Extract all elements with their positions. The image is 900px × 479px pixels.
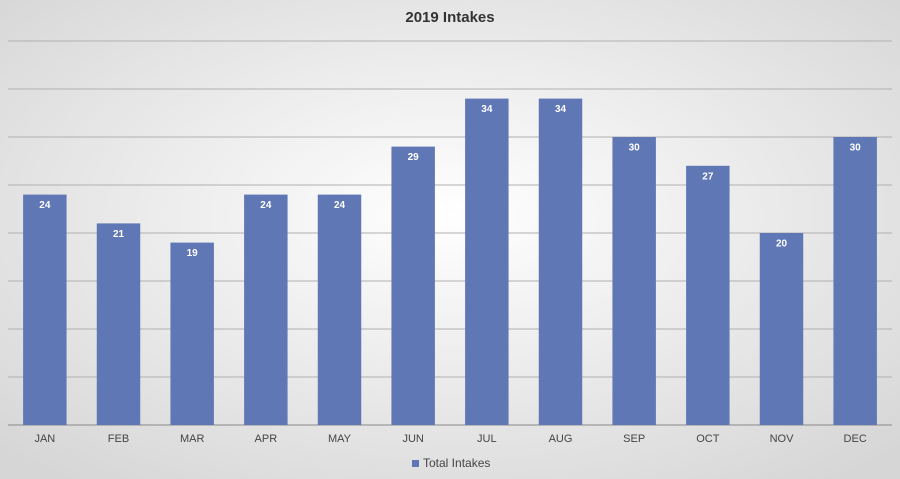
x-tick-label: NOV (770, 433, 795, 445)
data-label: 30 (850, 143, 862, 154)
x-tick-label: OCT (696, 433, 720, 445)
data-label: 30 (629, 143, 641, 154)
data-label: 21 (113, 229, 125, 240)
data-label: 19 (187, 248, 199, 259)
data-label: 34 (481, 104, 493, 115)
bar (96, 223, 141, 425)
bar (170, 242, 214, 425)
data-label: 27 (702, 171, 714, 182)
data-label: 24 (260, 200, 272, 211)
legend-swatch (412, 460, 419, 467)
data-label: 34 (555, 104, 567, 115)
x-tick-label: FEB (108, 433, 129, 445)
bar (465, 98, 509, 425)
data-label: 24 (334, 200, 346, 211)
data-label: 29 (408, 152, 420, 163)
x-tick-label: JUL (477, 433, 497, 445)
x-tick-label: DEC (844, 433, 867, 445)
bar (317, 194, 362, 425)
bar (759, 233, 804, 425)
bar (23, 194, 67, 425)
data-label: 24 (39, 200, 51, 211)
bar (833, 137, 877, 425)
x-tick-label: APR (255, 433, 278, 445)
x-tick-label: SEP (623, 433, 645, 445)
bar (686, 165, 730, 426)
x-tick-label: MAR (180, 433, 205, 445)
bar (244, 194, 288, 425)
x-tick-label: JUN (402, 433, 423, 445)
bar (538, 98, 583, 425)
bar (391, 146, 435, 425)
data-label: 20 (776, 239, 788, 250)
legend-label: Total Intakes (423, 456, 490, 470)
chart-title: 2019 Intakes (405, 9, 494, 26)
x-tick-label: MAY (328, 433, 352, 445)
x-tick-label: AUG (549, 433, 573, 445)
x-tick-label: JAN (34, 433, 55, 445)
bar (612, 137, 656, 425)
